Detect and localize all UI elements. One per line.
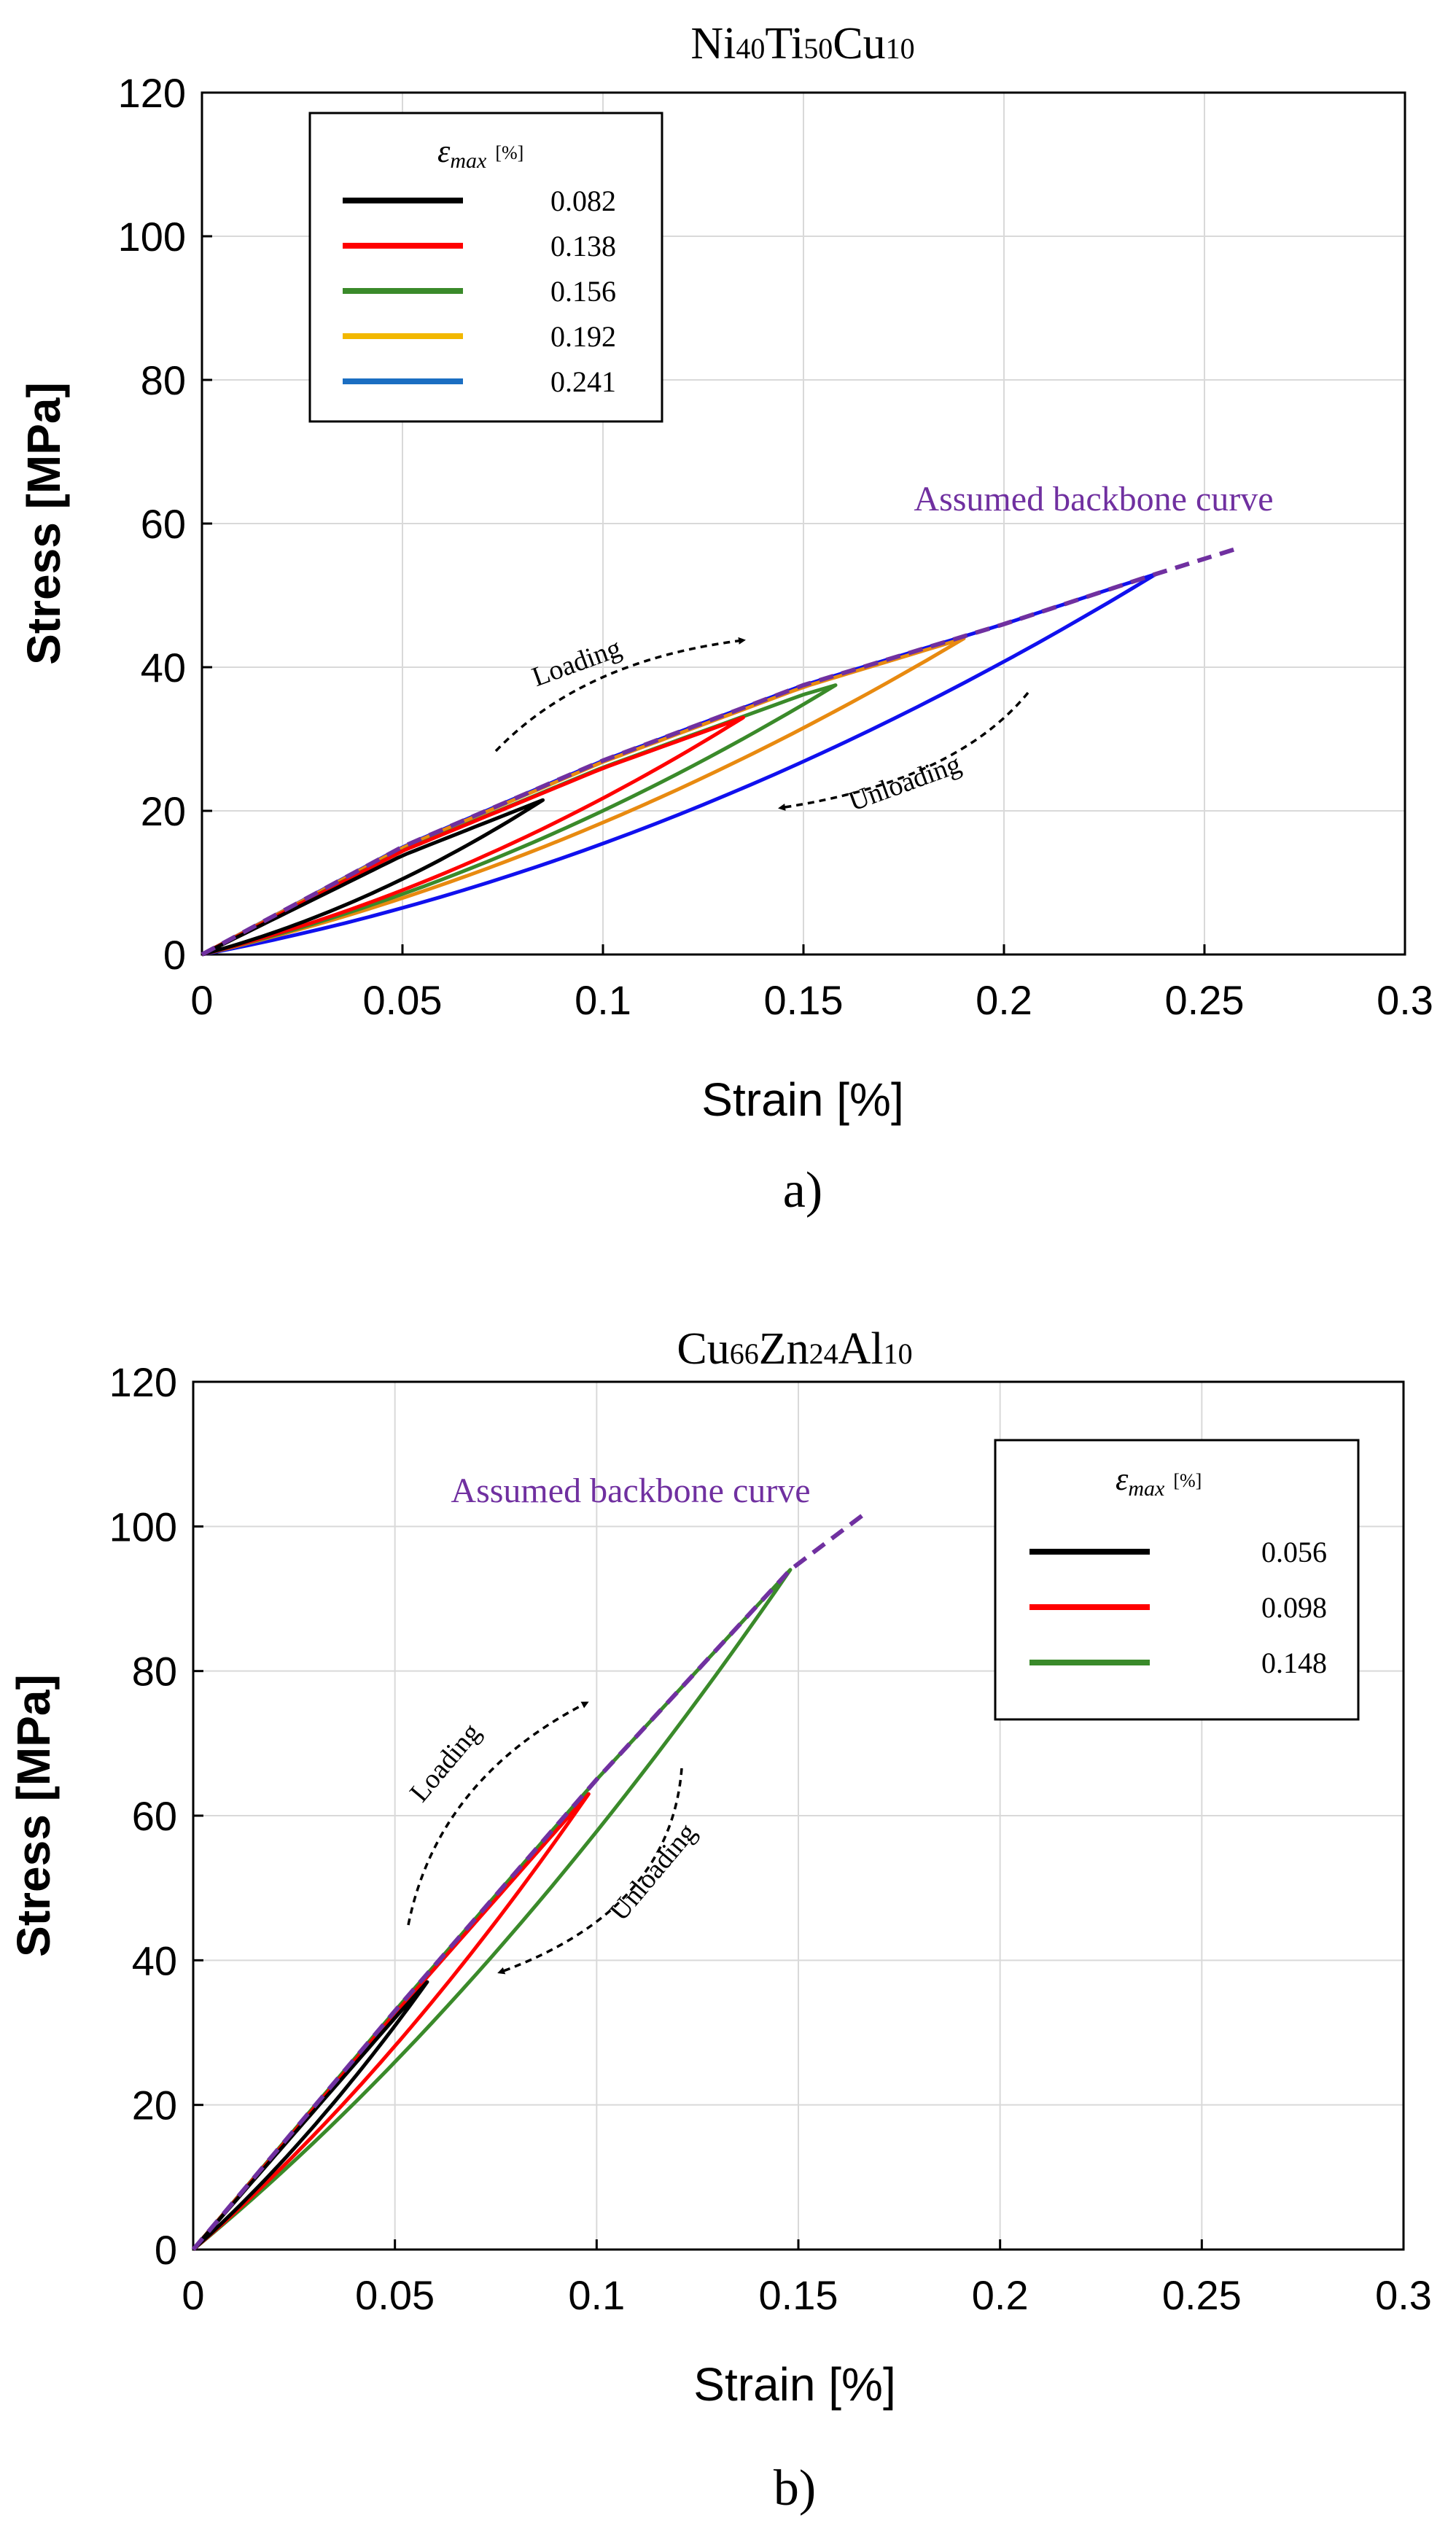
- loading-arrow: [494, 637, 746, 753]
- x-tick-label: 0.3: [1375, 2272, 1432, 2318]
- curves: [201, 546, 1237, 957]
- y-ticks: 0 20 40 60 80 100 120: [118, 70, 212, 978]
- arrows: [494, 637, 1029, 811]
- y-tick-label: 20: [141, 788, 186, 834]
- x-axis-label: Strain [%]: [693, 2358, 895, 2411]
- backbone-label: Assumed backbone curve: [451, 1471, 810, 1510]
- y-tick-label: 40: [141, 645, 186, 691]
- loading-label: Loading: [528, 632, 625, 693]
- y-tick-label: 0: [163, 932, 186, 978]
- backbone-curve: [191, 1510, 868, 2251]
- loading-arrow: [407, 1701, 589, 1926]
- panel-label: a): [783, 1162, 822, 1218]
- legend-entries: 0.056 0.098 0.148: [1029, 1536, 1327, 1679]
- legend-label: 0.241: [550, 365, 616, 398]
- x-tick-label: 0.15: [759, 2272, 838, 2318]
- series-loop-0.138: [201, 715, 745, 957]
- y-tick-label: 100: [118, 214, 186, 260]
- y-tick-label: 60: [132, 1793, 177, 1839]
- legend-label: 0.082: [550, 184, 616, 217]
- y-tick-label: 120: [109, 1359, 177, 1405]
- legend-title: εmax [%]: [1116, 1461, 1202, 1501]
- x-tick-label: 0.2: [976, 977, 1032, 1023]
- x-ticks: 0 0.05 0.1 0.15 0.2 0.25 0.3: [182, 2239, 1432, 2318]
- x-tick-label: 0.3: [1377, 977, 1433, 1023]
- legend-box: [994, 1439, 1360, 1721]
- chart-title: Ni40Ti50Cu10: [690, 19, 914, 69]
- legend-label: 0.056: [1261, 1536, 1327, 1568]
- y-axis-label: Stress [MPa]: [17, 382, 70, 665]
- x-axis-label: Strain [%]: [701, 1073, 903, 1126]
- y-tick-label: 120: [118, 70, 186, 116]
- legend-label: 0.148: [1261, 1646, 1327, 1679]
- x-tick-label: 0: [182, 2272, 204, 2318]
- legend-label: 0.138: [550, 230, 616, 263]
- unloading-arrow: [497, 1768, 683, 1975]
- series-loop-0.156: [201, 683, 838, 957]
- y-tick-label: 80: [141, 357, 186, 403]
- x-tick-label: 0.05: [363, 977, 443, 1023]
- y-tick-label: 20: [132, 2083, 177, 2128]
- series-loop-0.241: [201, 572, 1159, 957]
- panel-label: b): [774, 2460, 816, 2516]
- legend: εmax [%] 0.082 0.138 0.156 0.192 0.241: [308, 112, 663, 423]
- unloading-arrow: [778, 691, 1029, 811]
- arrows: [407, 1701, 683, 1975]
- x-tick-label: 0.25: [1165, 977, 1245, 1023]
- x-tick-label: 0.2: [972, 2272, 1029, 2318]
- x-ticks: 0 0.05 0.1 0.15 0.2 0.25 0.3: [190, 944, 1433, 1023]
- chart-title: Cu66Zn24Al10: [677, 1324, 912, 1374]
- legend: εmax [%] 0.056 0.098 0.148: [994, 1439, 1360, 1721]
- chart-panel-a: 0 20 40 60 80 100 120 0 0.05 0.1 0.15 0.2 0.25 0.3 A…: [17, 19, 1433, 1218]
- unloading-label: Unloading: [844, 749, 965, 817]
- y-tick-label: 60: [141, 501, 186, 547]
- backbone-curve: [201, 546, 1237, 957]
- y-ticks: 0 20 40 60 80 100 120: [109, 1359, 203, 2273]
- chart-panel-b: 0 20 40 60 80 100 120 0 0.05 0.1 0.15 0.2 0.25 0.3 A…: [7, 1324, 1432, 2516]
- unloading-label: Unloading: [604, 1817, 702, 1927]
- y-tick-label: 100: [109, 1504, 177, 1550]
- x-tick-label: 0.05: [355, 2272, 435, 2318]
- legend-label: 0.156: [550, 275, 616, 308]
- series-loop-0.082: [201, 798, 545, 957]
- x-tick-label: 0.1: [568, 2272, 625, 2318]
- legend-box: [308, 112, 663, 423]
- y-tick-label: 40: [132, 1937, 177, 1983]
- curves: [191, 1510, 868, 2251]
- x-tick-label: 0.25: [1162, 2272, 1242, 2318]
- x-tick-label: 0.15: [764, 977, 844, 1023]
- x-tick-label: 0.1: [575, 977, 631, 1023]
- y-tick-label: 0: [155, 2227, 177, 2273]
- x-tick-label: 0: [190, 977, 213, 1023]
- y-tick-label: 80: [132, 1649, 177, 1695]
- legend-entries: 0.082 0.138 0.156 0.192 0.241: [343, 184, 616, 398]
- legend-label: 0.192: [550, 320, 616, 353]
- y-axis-label: Stress [MPa]: [7, 1674, 60, 1957]
- series-loop-0.098: [192, 1792, 591, 2251]
- legend-label: 0.098: [1261, 1591, 1327, 1624]
- backbone-label: Assumed backbone curve: [914, 480, 1273, 518]
- loading-label: Loading: [404, 1717, 487, 1808]
- legend-title: εmax [%]: [437, 133, 523, 173]
